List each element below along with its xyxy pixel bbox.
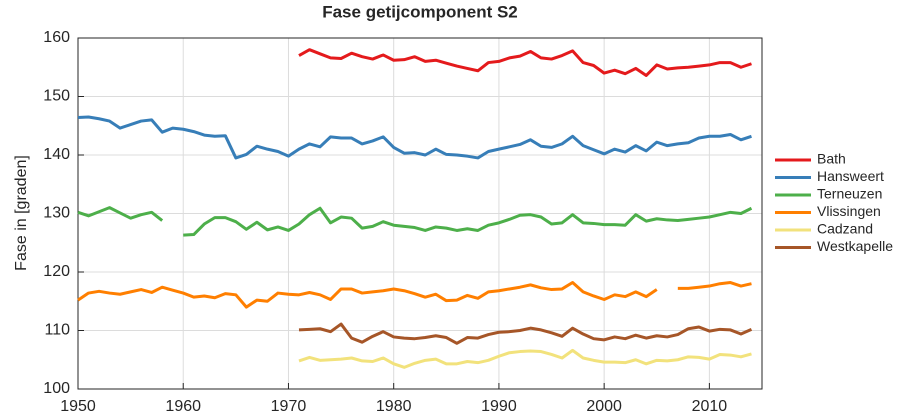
legend-label: Westkapelle xyxy=(817,238,893,254)
series-line xyxy=(77,281,752,309)
legend-label: Vlissingen xyxy=(817,203,881,219)
x-tick-label: 1980 xyxy=(376,398,412,415)
legend-label: Terneuzen xyxy=(817,186,882,202)
x-tick-label: 2000 xyxy=(586,398,622,415)
x-tick-label: 2010 xyxy=(692,398,728,415)
legend-label: Bath xyxy=(817,151,846,167)
series-line xyxy=(77,206,753,237)
y-tick-label: 120 xyxy=(43,263,70,280)
legend-label: Hansweert xyxy=(817,168,884,184)
series-line xyxy=(298,48,752,77)
y-axis-label: Fase in [graden] xyxy=(13,155,30,271)
y-tick-label: 140 xyxy=(43,146,70,163)
series-line xyxy=(298,322,753,345)
x-tick-label: 1950 xyxy=(60,398,96,415)
series-line xyxy=(298,348,752,369)
y-tick-label: 110 xyxy=(44,322,70,339)
x-tick-label: 1960 xyxy=(165,398,201,415)
series-line xyxy=(77,115,752,160)
chart-title: Fase getijcomponent S2 xyxy=(322,2,518,21)
y-tick-label: 150 xyxy=(43,88,70,105)
legend-label: Cadzand xyxy=(817,221,873,237)
x-tick-label: 1970 xyxy=(271,398,307,415)
y-tick-label: 130 xyxy=(43,205,70,222)
y-tick-label: 160 xyxy=(43,29,70,46)
x-tick-label: 1990 xyxy=(481,398,517,415)
y-tick-label: 100 xyxy=(43,380,70,397)
